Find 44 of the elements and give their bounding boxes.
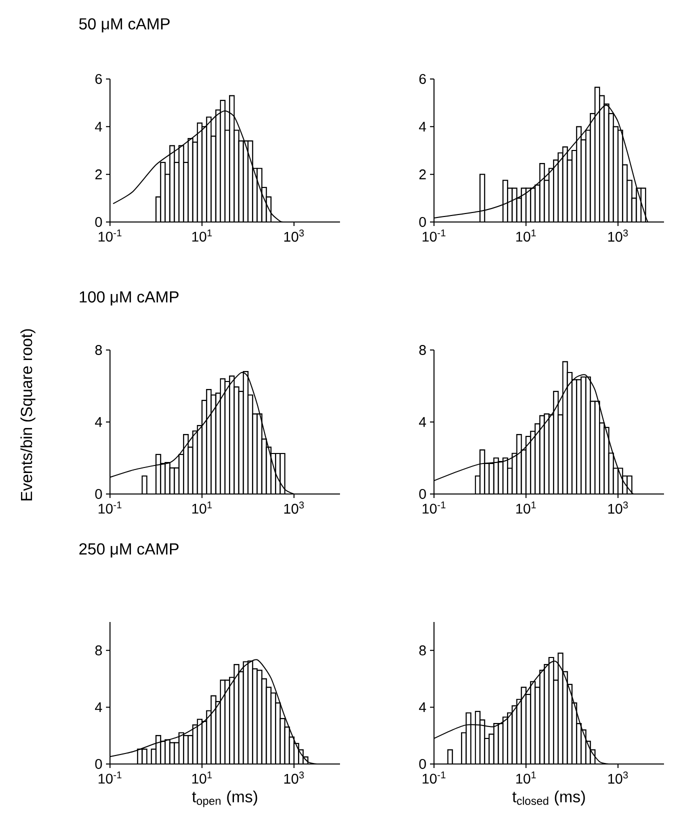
x-tick-label: 10$^{1}$ bbox=[516, 502, 536, 514]
y-tick-label: 0 bbox=[419, 759, 426, 769]
y-tick-label: 8 bbox=[419, 645, 426, 656]
y-tick-label: 4 bbox=[418, 702, 426, 712]
x-tick-label: 10$^{3}$ bbox=[608, 772, 628, 784]
x-tick-label: 10$^{-1}$ bbox=[422, 230, 446, 242]
chart-title: 50 μM cAMP bbox=[79, 18, 170, 32]
y-tick-label: 0 bbox=[95, 759, 102, 769]
y-tick-label: 8 bbox=[95, 645, 102, 656]
x-tick-label: 10$^{1}$ bbox=[516, 772, 536, 784]
x-tick-label: 10$^{-1}$ bbox=[98, 502, 122, 514]
y-tick-label: 4 bbox=[94, 702, 102, 712]
x-tick-label: 10$^{3}$ bbox=[284, 772, 304, 784]
y-tick-label: 0 bbox=[95, 489, 102, 499]
y-tick-label: 2 bbox=[419, 169, 426, 180]
x-tick-label: 10$^{3}$ bbox=[608, 230, 628, 242]
y-tick-label: 8 bbox=[95, 345, 102, 355]
x-tick-label: 10$^{-1}$ bbox=[422, 772, 446, 784]
y-tick-label: 4 bbox=[94, 122, 102, 132]
x-tick-label: 10$^{-1}$ bbox=[98, 772, 122, 784]
y-tick-label: 2 bbox=[95, 169, 102, 180]
x-tick-label: 10$^{3}$ bbox=[284, 230, 304, 242]
x-tick-label: 10$^{3}$ bbox=[608, 502, 628, 514]
x-tick-label: 10$^{-1}$ bbox=[98, 230, 122, 242]
y-tick-label: 6 bbox=[419, 74, 426, 84]
x-tick-label: 10$^{1}$ bbox=[192, 502, 212, 514]
y-tick-label: 4 bbox=[94, 417, 102, 427]
y-tick-label: 6 bbox=[95, 74, 102, 84]
y-tick-label: 0 bbox=[419, 489, 426, 499]
y-tick-label: 4 bbox=[418, 417, 426, 427]
y-tick-label: 0 bbox=[419, 217, 426, 227]
x-tick-label: 10$^{1}$ bbox=[192, 772, 212, 784]
y-tick-label: 8 bbox=[419, 345, 426, 355]
x-tick-label: 10$^{1}$ bbox=[516, 230, 536, 242]
chart-title: 250 μM cAMP bbox=[79, 543, 179, 558]
y-tick-label: 0 bbox=[95, 217, 102, 227]
y-tick-label: 4 bbox=[418, 122, 426, 132]
x-tick-label: 10$^{3}$ bbox=[284, 502, 304, 514]
y-axis-title: Events/bin (Square root) bbox=[20, 329, 36, 500]
chart-title: 100 μM cAMP bbox=[80, 291, 179, 306]
x-axis-title: t$_{open}$ (ms) bbox=[192, 790, 258, 808]
x-axis-title: t$_{closed}$ (ms) bbox=[512, 790, 585, 806]
x-tick-label: 10$^{1}$ bbox=[192, 230, 212, 242]
x-tick-label: 10$^{-1}$ bbox=[422, 502, 446, 514]
